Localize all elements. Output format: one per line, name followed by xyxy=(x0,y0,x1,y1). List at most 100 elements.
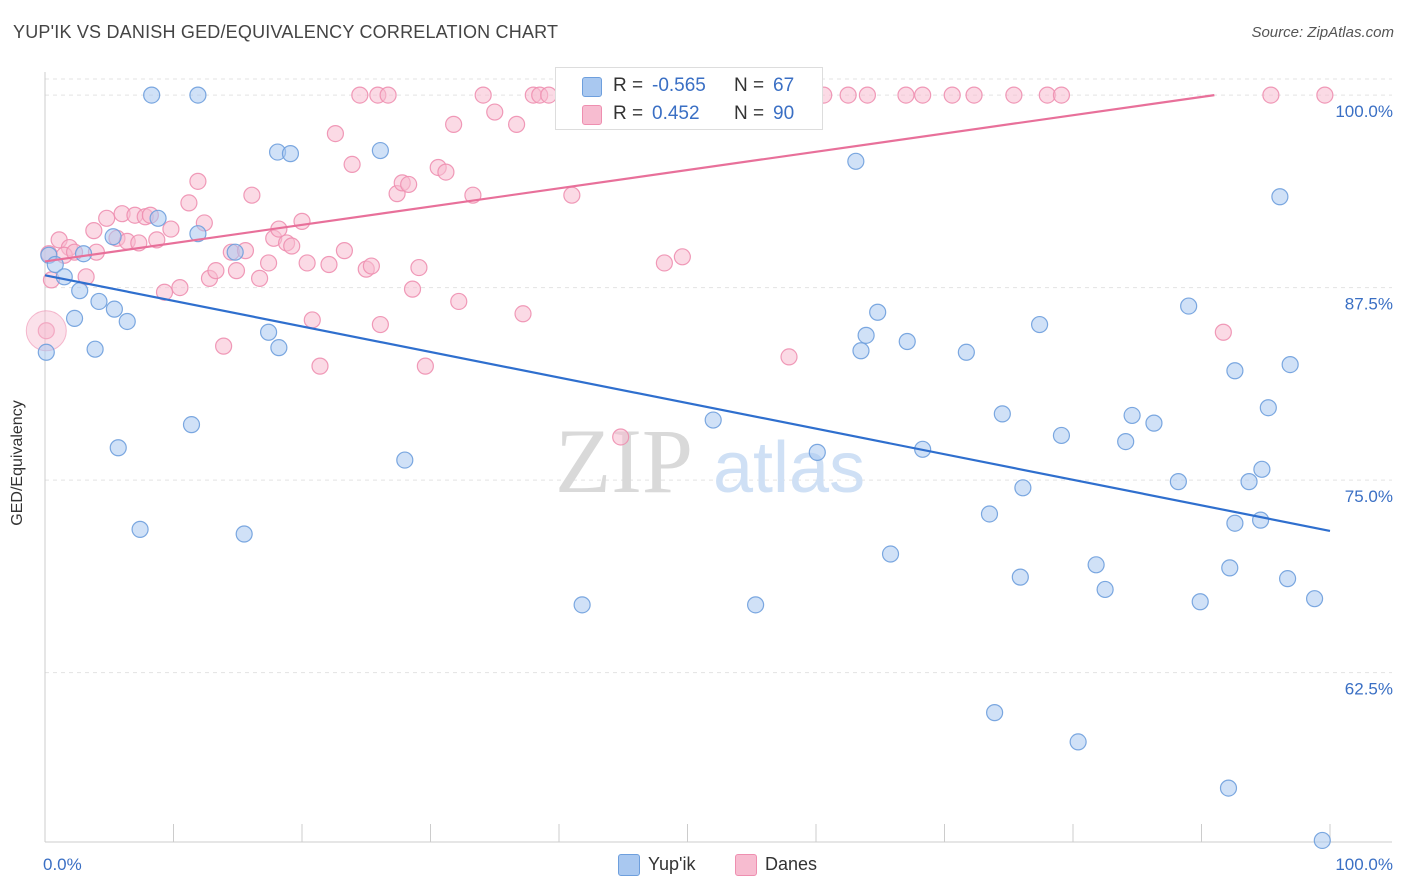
danes-point xyxy=(1262,86,1280,104)
yupik-point xyxy=(1014,479,1032,497)
danes-point xyxy=(379,86,397,104)
legend-swatch-danes xyxy=(735,854,757,876)
yupik-point xyxy=(189,225,207,243)
yupik-point xyxy=(37,343,55,361)
legend-swatch-yupik xyxy=(618,854,640,876)
legend-label-danes: Danes xyxy=(765,854,818,874)
yupik-point xyxy=(1052,426,1071,445)
danes-point xyxy=(474,86,492,104)
yupik-point xyxy=(1087,556,1105,574)
danes-point xyxy=(326,125,345,143)
yupik-trend-line xyxy=(44,274,1331,532)
danes-point xyxy=(85,222,103,240)
danes-point xyxy=(227,262,246,280)
yupik-point xyxy=(1145,414,1163,432)
danes-point xyxy=(189,172,207,190)
yupik-point xyxy=(993,405,1011,423)
danes-point xyxy=(673,248,691,266)
watermark-atlas: atlas xyxy=(713,428,865,508)
source-label: Source: ZipAtlas.com xyxy=(1251,24,1394,41)
danes-r-value: 0.452 xyxy=(652,103,700,124)
yupik-point xyxy=(182,416,201,434)
yupik-point xyxy=(1271,188,1289,206)
yupik-point xyxy=(986,704,1004,722)
danes-point xyxy=(303,311,321,329)
stats-row-yupik: R = -0.565 N = 67 xyxy=(556,72,822,100)
danes-points xyxy=(25,86,1334,446)
danes-n-label: N = xyxy=(734,103,765,124)
danes-point xyxy=(335,242,354,260)
danes-point xyxy=(207,262,225,280)
yupik-point xyxy=(270,339,288,357)
danes-point xyxy=(250,269,269,287)
yupik-point xyxy=(1226,362,1244,380)
trend-lines xyxy=(44,94,1331,532)
watermark: ZIP atlas xyxy=(555,410,865,512)
watermark-zip: ZIP xyxy=(555,410,693,512)
danes-point xyxy=(1005,86,1023,104)
chart-title: YUP'IK VS DANISH GED/EQUIVALENCY CORRELA… xyxy=(13,22,559,42)
danes-point xyxy=(507,115,526,133)
danes-point xyxy=(450,292,468,311)
yupik-point xyxy=(957,343,975,361)
yupik-point xyxy=(573,596,591,614)
yupik-point xyxy=(86,340,104,358)
danes-point xyxy=(403,280,422,298)
yupik-point xyxy=(105,300,123,318)
stats-row-danes: R = 0.452 N = 90 xyxy=(556,100,822,128)
yupik-point xyxy=(259,323,278,341)
danes-point xyxy=(155,283,174,301)
danes-point xyxy=(243,186,261,204)
yupik-point xyxy=(1011,568,1029,586)
yupik-point xyxy=(1259,399,1277,417)
danes-point xyxy=(259,254,278,272)
yupik-point xyxy=(1281,356,1299,374)
danes-point xyxy=(1316,86,1334,104)
yupik-point xyxy=(1069,733,1087,751)
yupik-point xyxy=(1169,473,1187,491)
yupik-point xyxy=(1226,514,1244,532)
danes-point xyxy=(486,103,504,121)
danes-point xyxy=(371,315,389,334)
yupik-point xyxy=(1096,580,1114,599)
danes-point xyxy=(215,337,233,355)
yupik-point xyxy=(980,505,999,523)
yupik-point xyxy=(869,303,887,321)
x-tick-label: 0.0% xyxy=(43,855,82,874)
yupik-point xyxy=(857,326,875,344)
danes-point xyxy=(943,86,961,104)
yupik-n-label: N = xyxy=(734,75,765,96)
yupik-point xyxy=(281,145,300,163)
danes-point xyxy=(897,86,915,104)
yupik-point xyxy=(898,332,916,351)
danes-trend-line xyxy=(44,94,1215,263)
danes-point xyxy=(298,254,316,272)
danes-point xyxy=(1052,86,1071,104)
yupik-point xyxy=(1117,433,1135,451)
yupik-point xyxy=(1180,297,1198,315)
danes-point xyxy=(914,86,932,104)
y-tick-label: 75.0% xyxy=(1345,487,1393,506)
yupik-point xyxy=(371,141,389,160)
danes-point xyxy=(320,255,338,274)
yupik-swatch xyxy=(582,77,602,97)
yupik-point xyxy=(1253,460,1271,478)
tick-labels: 62.5% 75.0% 87.5% 100.0% 0.0% 100.0% xyxy=(43,102,1393,874)
danes-point xyxy=(563,186,581,204)
y-tick-label: 87.5% xyxy=(1345,295,1393,314)
yupik-point xyxy=(1252,511,1270,529)
danes-point xyxy=(171,279,189,297)
danes-point xyxy=(37,322,55,340)
yupik-point xyxy=(131,520,149,538)
yupik-point xyxy=(118,312,136,331)
yupik-points xyxy=(37,86,1331,850)
yupik-n-value: 67 xyxy=(773,75,795,96)
danes-point xyxy=(410,258,428,277)
danes-point xyxy=(351,86,369,104)
yupik-point xyxy=(74,245,93,263)
danes-swatch xyxy=(582,105,602,125)
yupik-point xyxy=(1123,406,1141,425)
danes-point xyxy=(311,357,329,375)
yupik-point xyxy=(235,525,253,543)
